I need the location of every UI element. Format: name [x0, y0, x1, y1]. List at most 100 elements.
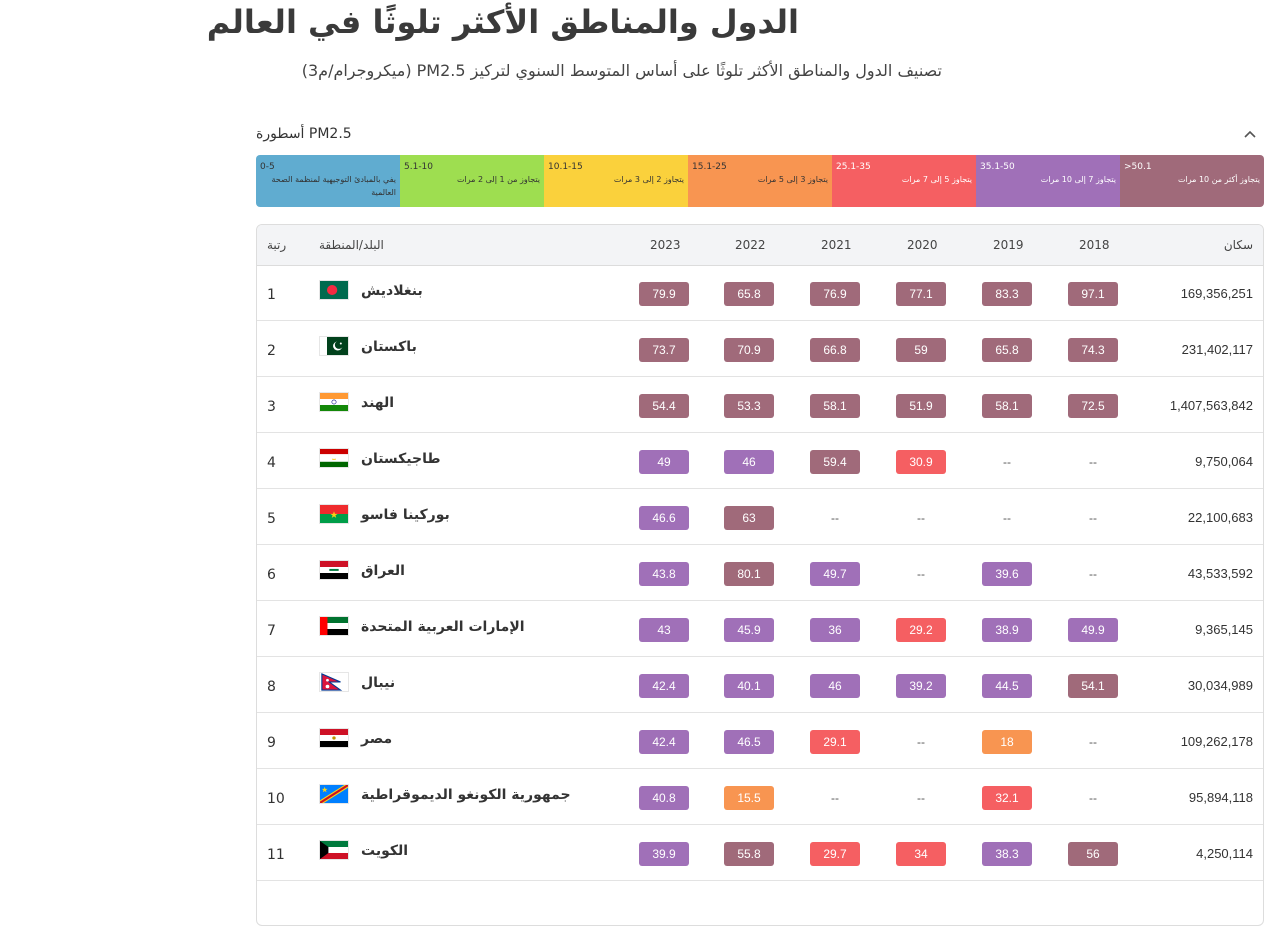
pm25-value-2022: 80.1: [724, 562, 774, 586]
egypt-flag-icon: [319, 728, 349, 748]
header-2020[interactable]: 2020: [907, 238, 938, 252]
pm25-value-2022: 53.3: [724, 394, 774, 418]
header-country[interactable]: البلد/المنطقة: [319, 238, 384, 252]
rank-cell: 8: [267, 679, 276, 695]
rank-cell: 10: [267, 791, 285, 807]
pm25-value-2019: 18: [982, 730, 1032, 754]
pm25-value-2022: 15.5: [724, 786, 774, 810]
country-link[interactable]: العراق: [361, 563, 405, 579]
pm25-value-2019: 32.1: [982, 786, 1032, 810]
table-row[interactable]: 1 بنغلاديش 79.9 65.8 76.9 77.1 83.3 97.1 169,356…: [257, 265, 1263, 321]
population-cell: 1,407,563,842: [1169, 398, 1253, 413]
table-row[interactable]: 3 الهند 54.4 53.3 58.1 51.9 58.1 72.5 1,407,563,…: [257, 377, 1263, 433]
legend-segment: >50.1 يتجاوز أكثر من 10 مرات: [1120, 155, 1264, 207]
pm25-value-2019: 39.6: [982, 562, 1032, 586]
table-row[interactable]: 4 طاجيكستان 49 46 59.4 30.9 -- -- 9,750,064: [257, 433, 1263, 489]
pm25-value-2019: --: [1003, 455, 1011, 469]
pm25-value-2021: 59.4: [810, 450, 860, 474]
table-row[interactable]: 11 الكويت 39.9 55.8 29.7 34 38.3 56 4,250,114: [257, 825, 1263, 881]
dr-congo-flag-icon: [319, 784, 349, 804]
pakistan-flag-icon: [319, 336, 349, 356]
pm25-value-2020: 29.2: [896, 618, 946, 642]
country-link[interactable]: بوركينا فاسو: [361, 507, 450, 523]
chevron-up-icon[interactable]: [1238, 122, 1262, 146]
iraq-flag-icon: [319, 560, 349, 580]
header-2018[interactable]: 2018: [1079, 238, 1110, 252]
pm25-value-2020: 39.2: [896, 674, 946, 698]
legend-segment-range: 5.1-10: [404, 162, 434, 172]
pm25-value-2019: 38.9: [982, 618, 1032, 642]
population-cell: 43,533,592: [1187, 566, 1253, 581]
population-cell: 109,262,178: [1180, 734, 1253, 749]
pm25-value-2023: 42.4: [639, 730, 689, 754]
header-population[interactable]: سكان: [1223, 238, 1253, 252]
table-row[interactable]: 5 بوركينا فاسو 46.6 63 -- -- -- -- 22,100,683: [257, 489, 1263, 545]
pm25-value-2019: 38.3: [982, 842, 1032, 866]
header-2023[interactable]: 2023: [650, 238, 681, 252]
uae-flag-icon: [319, 616, 349, 636]
header-2021[interactable]: 2021: [821, 238, 852, 252]
pm25-value-2018: 72.5: [1068, 394, 1118, 418]
pm25-value-2018: --: [1089, 455, 1097, 469]
header-2019[interactable]: 2019: [993, 238, 1024, 252]
country-link[interactable]: الهند: [361, 395, 395, 411]
pm25-value-2020: --: [917, 735, 925, 749]
pm25-value-2019: 65.8: [982, 338, 1032, 362]
header-2022[interactable]: 2022: [735, 238, 766, 252]
pm25-value-2022: 55.8: [724, 842, 774, 866]
pm25-value-2020: 30.9: [896, 450, 946, 474]
legend-segment-range: >50.1: [1124, 162, 1152, 172]
population-cell: 22,100,683: [1187, 510, 1253, 525]
legend-segment: 5.1-10 يتجاوز من 1 إلى 2 مرات: [400, 155, 544, 207]
header-rank[interactable]: رتبة: [267, 238, 287, 252]
country-link[interactable]: جمهورية الكونغو الديموقراطية: [361, 787, 571, 803]
country-link[interactable]: مصر: [361, 731, 393, 747]
table-row[interactable]: 6 العراق 43.8 80.1 49.7 -- 39.6 -- 43,533,592: [257, 545, 1263, 601]
pm25-value-2021: 58.1: [810, 394, 860, 418]
legend-segment-range: 0-5: [260, 162, 275, 172]
population-cell: 169,356,251: [1180, 286, 1253, 301]
legend-segment-description: يتجاوز 7 إلى 10 مرات: [1040, 175, 1116, 184]
pm25-value-2023: 42.4: [639, 674, 689, 698]
bangladesh-flag-icon: [319, 280, 349, 300]
legend-header[interactable]: PM2.5 أسطورة: [256, 122, 1264, 146]
pm25-value-2018: 49.9: [1068, 618, 1118, 642]
table-row[interactable]: 10 جمهورية الكونغو الديموقراطية 40.8 15.5 --…: [257, 769, 1263, 825]
country-link[interactable]: باكستان: [361, 339, 417, 355]
legend-segment-description: يتجاوز 3 إلى 5 مرات: [757, 175, 828, 184]
rank-cell: 2: [267, 343, 276, 359]
table-row[interactable]: 8 نيبال 42.4 40.1 46 39.2 44.5 54.1 30,034,989: [257, 657, 1263, 713]
legend-segment: 10.1-15 يتجاوز 2 إلى 3 مرات: [544, 155, 688, 207]
pm25-value-2020: 77.1: [896, 282, 946, 306]
table-row[interactable]: 9 مصر 42.4 46.5 29.1 -- 18 -- 109,262,178: [257, 713, 1263, 769]
burkina-faso-flag-icon: [319, 504, 349, 524]
pm25-value-2022: 45.9: [724, 618, 774, 642]
country-link[interactable]: بنغلاديش: [361, 283, 423, 299]
pm25-value-2020: --: [917, 511, 925, 525]
pm25-value-2023: 46.6: [639, 506, 689, 530]
legend-segment-range: 15.1-25: [692, 162, 727, 172]
country-link[interactable]: نيبال: [361, 675, 396, 691]
pm25-value-2018: 56: [1068, 842, 1118, 866]
legend-segment-description: يفي بالمبادئ التوجيهية لمنظمة الصحة العا…: [271, 175, 396, 197]
pm25-value-2021: 46: [810, 674, 860, 698]
pm25-value-2020: --: [917, 791, 925, 805]
country-link[interactable]: الكويت: [361, 843, 409, 859]
table-row[interactable]: 2 باكستان 73.7 70.9 66.8 59 65.8 74.3 231,402,11…: [257, 321, 1263, 377]
table-row[interactable]: 7 الإمارات العربية المتحدة 43 45.9 36 29.2 38.…: [257, 601, 1263, 657]
pm25-value-2021: 49.7: [810, 562, 860, 586]
legend-segment: 15.1-25 يتجاوز 3 إلى 5 مرات: [688, 155, 832, 207]
pm25-value-2019: 83.3: [982, 282, 1032, 306]
population-cell: 95,894,118: [1188, 790, 1253, 805]
legend-segment-description: يتجاوز أكثر من 10 مرات: [1177, 175, 1260, 184]
pm25-value-2022: 40.1: [724, 674, 774, 698]
country-link[interactable]: طاجيكستان: [361, 451, 441, 467]
pm25-value-2021: --: [831, 511, 839, 525]
pm25-value-2022: 63: [724, 506, 774, 530]
pm25-value-2019: --: [1003, 511, 1011, 525]
legend-segment-description: يتجاوز 2 إلى 3 مرات: [613, 175, 684, 184]
pm25-value-2023: 40.8: [639, 786, 689, 810]
pm25-value-2022: 70.9: [724, 338, 774, 362]
country-link[interactable]: الإمارات العربية المتحدة: [361, 619, 525, 635]
legend-segment-description: يتجاوز 5 إلى 7 مرات: [901, 175, 972, 184]
